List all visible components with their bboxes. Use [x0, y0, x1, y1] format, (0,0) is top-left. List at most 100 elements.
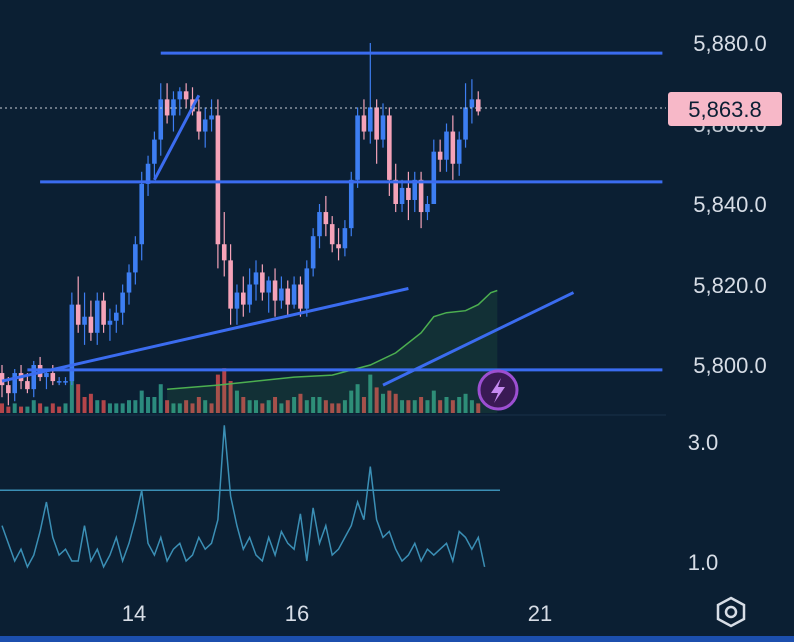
volume-bar — [228, 381, 233, 413]
volume-bar — [38, 403, 43, 413]
candle-body — [279, 288, 284, 301]
volume-bar — [69, 374, 74, 413]
volume-bar — [349, 390, 354, 413]
volume-bars — [0, 368, 481, 413]
volume-bar — [101, 400, 106, 413]
volume-bar — [381, 393, 385, 413]
volume-bar — [50, 403, 55, 413]
volume-bar — [254, 400, 258, 413]
candle-body — [126, 272, 132, 293]
candle-body — [164, 99, 170, 116]
candle-body — [152, 139, 157, 164]
trend-line — [1, 287, 409, 383]
moving-average — [167, 289, 498, 413]
volume-bar — [114, 403, 119, 413]
current-price-tag — [668, 92, 782, 126]
candle-body — [202, 119, 208, 132]
candle-body — [228, 260, 233, 309]
candle-body — [406, 187, 411, 200]
indicator-axis: 3.0 1.0 — [688, 430, 719, 575]
candle-body — [158, 99, 164, 140]
candle-body — [44, 373, 49, 378]
candle-body — [291, 284, 297, 305]
volume-bar — [361, 397, 366, 413]
volume-bar — [412, 400, 417, 413]
volume-bar — [139, 390, 144, 413]
candle-body — [266, 280, 271, 293]
candle-body — [342, 228, 348, 249]
candle-body — [298, 284, 303, 309]
candle-body — [241, 292, 246, 305]
volume-bar — [19, 406, 24, 413]
candle-body — [50, 373, 56, 382]
volume-bar — [285, 400, 290, 413]
candle-body — [437, 151, 443, 160]
candle-body — [355, 115, 360, 180]
volume-bar — [273, 397, 278, 413]
volume-bar — [419, 397, 424, 413]
candle-body — [380, 115, 386, 140]
candle-body — [101, 300, 106, 325]
volume-bar — [63, 403, 68, 413]
candle-body — [431, 151, 437, 204]
volume-bar — [355, 384, 360, 413]
candle-body — [317, 212, 322, 237]
volume-bar — [393, 393, 398, 413]
indicator-tick-label: 3.0 — [688, 430, 719, 455]
candle-body — [304, 268, 310, 309]
candle-body — [469, 99, 475, 108]
volume-bar — [222, 368, 227, 413]
candle-body — [234, 292, 240, 309]
candle-body — [336, 244, 341, 249]
candle-body — [272, 280, 278, 301]
candle-body — [425, 204, 430, 213]
volume-bar — [127, 400, 131, 413]
bottom-border — [0, 636, 794, 642]
trend-line — [382, 291, 575, 387]
volume-bar — [57, 406, 62, 413]
volume-bar — [120, 403, 125, 413]
drawn-lines[interactable] — [1, 51, 663, 387]
volume-bar — [438, 400, 443, 413]
moving-average-line — [167, 289, 498, 390]
lightning-bolt-icon[interactable] — [477, 369, 519, 411]
price-axis[interactable]: 5,880.0 5,860.0 5,840.0 5,820.0 5,800.0 … — [668, 31, 782, 378]
candle-body — [114, 312, 119, 321]
volume-bar — [400, 400, 405, 413]
candle-body — [6, 385, 11, 394]
candle-body — [329, 224, 335, 245]
candle-body — [94, 300, 100, 333]
time-axis[interactable]: 14 16 21 — [122, 601, 552, 626]
candle-body — [12, 373, 17, 394]
candle-body — [69, 304, 75, 382]
candle-body — [260, 272, 265, 293]
volume-bar — [196, 397, 201, 413]
candle-body — [374, 107, 379, 140]
volume-bar — [463, 393, 468, 413]
volume-bar — [82, 397, 87, 413]
volume-bar — [469, 400, 474, 413]
candle-body — [75, 304, 81, 325]
volume-bar — [304, 400, 309, 413]
volume-bar — [406, 400, 411, 413]
candle-body — [361, 115, 367, 132]
candlesticks — [0, 43, 481, 406]
volume-bar — [450, 400, 455, 413]
candle-body — [0, 373, 5, 386]
volume-bar — [425, 400, 430, 413]
volume-bar — [76, 384, 81, 413]
volume-bar — [25, 406, 30, 413]
volume-bar — [184, 400, 189, 413]
candle-body — [444, 131, 449, 160]
volume-bar — [374, 387, 379, 413]
candle-body — [387, 115, 392, 180]
volume-bar — [292, 397, 297, 413]
hexagon-gear-icon[interactable] — [716, 596, 746, 628]
candle-body — [253, 272, 259, 285]
volume-bar — [476, 403, 481, 413]
candle-body — [139, 183, 144, 245]
candle-body — [310, 236, 316, 269]
candle-body — [31, 365, 37, 390]
volume-bar — [234, 390, 239, 413]
